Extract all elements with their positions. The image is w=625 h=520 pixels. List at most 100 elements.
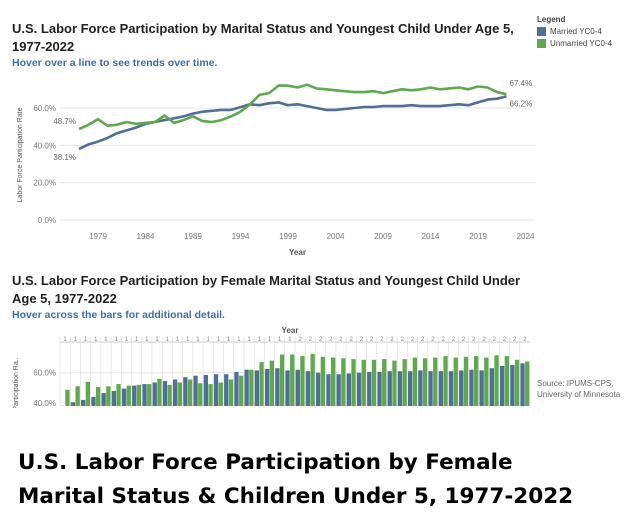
bar-unmarried [422, 358, 428, 406]
year-header-label: 2 [503, 337, 507, 343]
year-header-label: 2 [462, 337, 466, 343]
year-header-label: 2 [431, 337, 435, 343]
bar-married [469, 369, 474, 406]
bar-y-axis-label: Participation Ra.. [13, 357, 20, 408]
year-header-label: 1 [145, 337, 149, 343]
bar-unmarried [290, 354, 295, 406]
bar-married [142, 384, 147, 406]
bar-married [275, 368, 280, 406]
bar-married [91, 396, 96, 406]
bar-unmarried [208, 384, 213, 406]
bar-unmarried [412, 357, 417, 406]
bar-unmarried [147, 384, 152, 406]
bar-married [244, 369, 249, 406]
x-tick-label: 1994 [232, 232, 250, 241]
bar-unmarried [371, 359, 377, 406]
year-header-label: 2 [370, 337, 374, 343]
bar-unmarried [218, 382, 223, 406]
bar-married [408, 371, 413, 406]
bar-married [121, 388, 127, 406]
bar-unmarried [239, 375, 244, 406]
bar-chart-subtitle: Hover across the bars for additional det… [12, 309, 225, 321]
year-header-label: 2 [401, 337, 405, 343]
bar-married [489, 368, 494, 406]
year-header-label: 2 [411, 337, 415, 343]
year-header-label: 1 [104, 337, 108, 343]
x-tick-label: 2009 [374, 232, 392, 241]
bar-married [193, 375, 198, 406]
legend-item-married[interactable]: Married YC0-4 [537, 27, 612, 36]
bar-unmarried [514, 359, 520, 406]
bar-married [234, 371, 239, 406]
legend-label-married: Married YC0-4 [550, 27, 602, 36]
bar-unmarried [300, 356, 305, 406]
married-swatch [537, 27, 546, 36]
year-header-label: 1 [196, 337, 200, 343]
bar-unmarried [75, 386, 80, 406]
bar-unmarried [463, 356, 469, 406]
bar-unmarried [126, 385, 131, 406]
bar-married [162, 381, 168, 406]
bar-unmarried [116, 384, 121, 406]
year-header-label: 2 [390, 337, 394, 343]
bar-unmarried [433, 357, 438, 406]
bar-unmarried [361, 359, 366, 406]
x-tick-label: 2024 [517, 232, 535, 241]
year-header-label: 2 [452, 337, 456, 343]
year-header-label: 2 [421, 337, 425, 343]
bar-married [438, 371, 443, 406]
bar-y-tick-label: 60.0% [33, 369, 56, 378]
bar-y-tick-label: 40.0% [33, 399, 56, 408]
bar-unmarried [269, 360, 274, 406]
x-tick-label: 1979 [89, 232, 107, 241]
x-tick-label: 1989 [184, 232, 202, 241]
year-header-label: 1 [125, 337, 129, 343]
bar-married [356, 372, 362, 406]
bar-unmarried [106, 386, 111, 406]
source-line-2: University of Minnesota [537, 390, 621, 399]
bar-unmarried [525, 361, 530, 406]
legend-item-unmarried[interactable]: Unmarried YC0-4 [537, 39, 612, 48]
bar-married [367, 371, 372, 406]
bar-unmarried [484, 357, 489, 406]
bar-married [418, 370, 423, 406]
start-value-label: 38.1% [53, 153, 76, 162]
bar-married [316, 372, 321, 406]
bar-married [397, 371, 403, 406]
bar-unmarried [259, 362, 264, 406]
line-chart[interactable]: 0.0% 20.0% 40.0% 60.0% 1979 1984 1989 1994 1999 2… [0, 70, 625, 265]
x-tick-label: 2004 [327, 232, 345, 241]
year-header-label: 1 [115, 337, 119, 343]
bar-married [265, 368, 270, 406]
x-tick-label: 1984 [137, 232, 155, 241]
bar-married [305, 371, 311, 406]
bar-married [510, 365, 515, 406]
bar-married [152, 382, 157, 406]
x-axis-label: Year [289, 248, 306, 257]
caption-line-2: Marital Status & Children Under 5, 1977-… [18, 484, 574, 509]
bar-chart-title: U.S. Labor Force Participation by Female… [12, 273, 521, 306]
year-header-label: 2 [380, 337, 384, 343]
legend-title: Legend [537, 15, 566, 24]
bar-unmarried [85, 381, 90, 406]
source-note: Source: IPUMS-CPS, University of Minneso… [537, 378, 620, 400]
year-header-label: 2 [482, 337, 486, 343]
legend-label-unmarried: Unmarried YC0-4 [550, 39, 613, 48]
bar-married [213, 374, 219, 406]
bar-unmarried [65, 389, 70, 406]
y-tick-label: 20.0% [33, 179, 56, 188]
bar-married [520, 363, 525, 406]
y-tick-label: 40.0% [33, 141, 56, 150]
bar-married [132, 385, 137, 406]
y-tick-label: 0.0% [38, 216, 56, 225]
bar-married [70, 402, 76, 406]
year-header-label: 1 [186, 337, 190, 343]
x-tick-label: 2019 [469, 232, 487, 241]
year-header-label: 1 [247, 337, 251, 343]
bar-married [459, 370, 464, 406]
bar-married [111, 390, 116, 406]
bar-unmarried [136, 384, 142, 406]
bar-unmarried [402, 359, 407, 406]
bar-married [101, 393, 106, 406]
